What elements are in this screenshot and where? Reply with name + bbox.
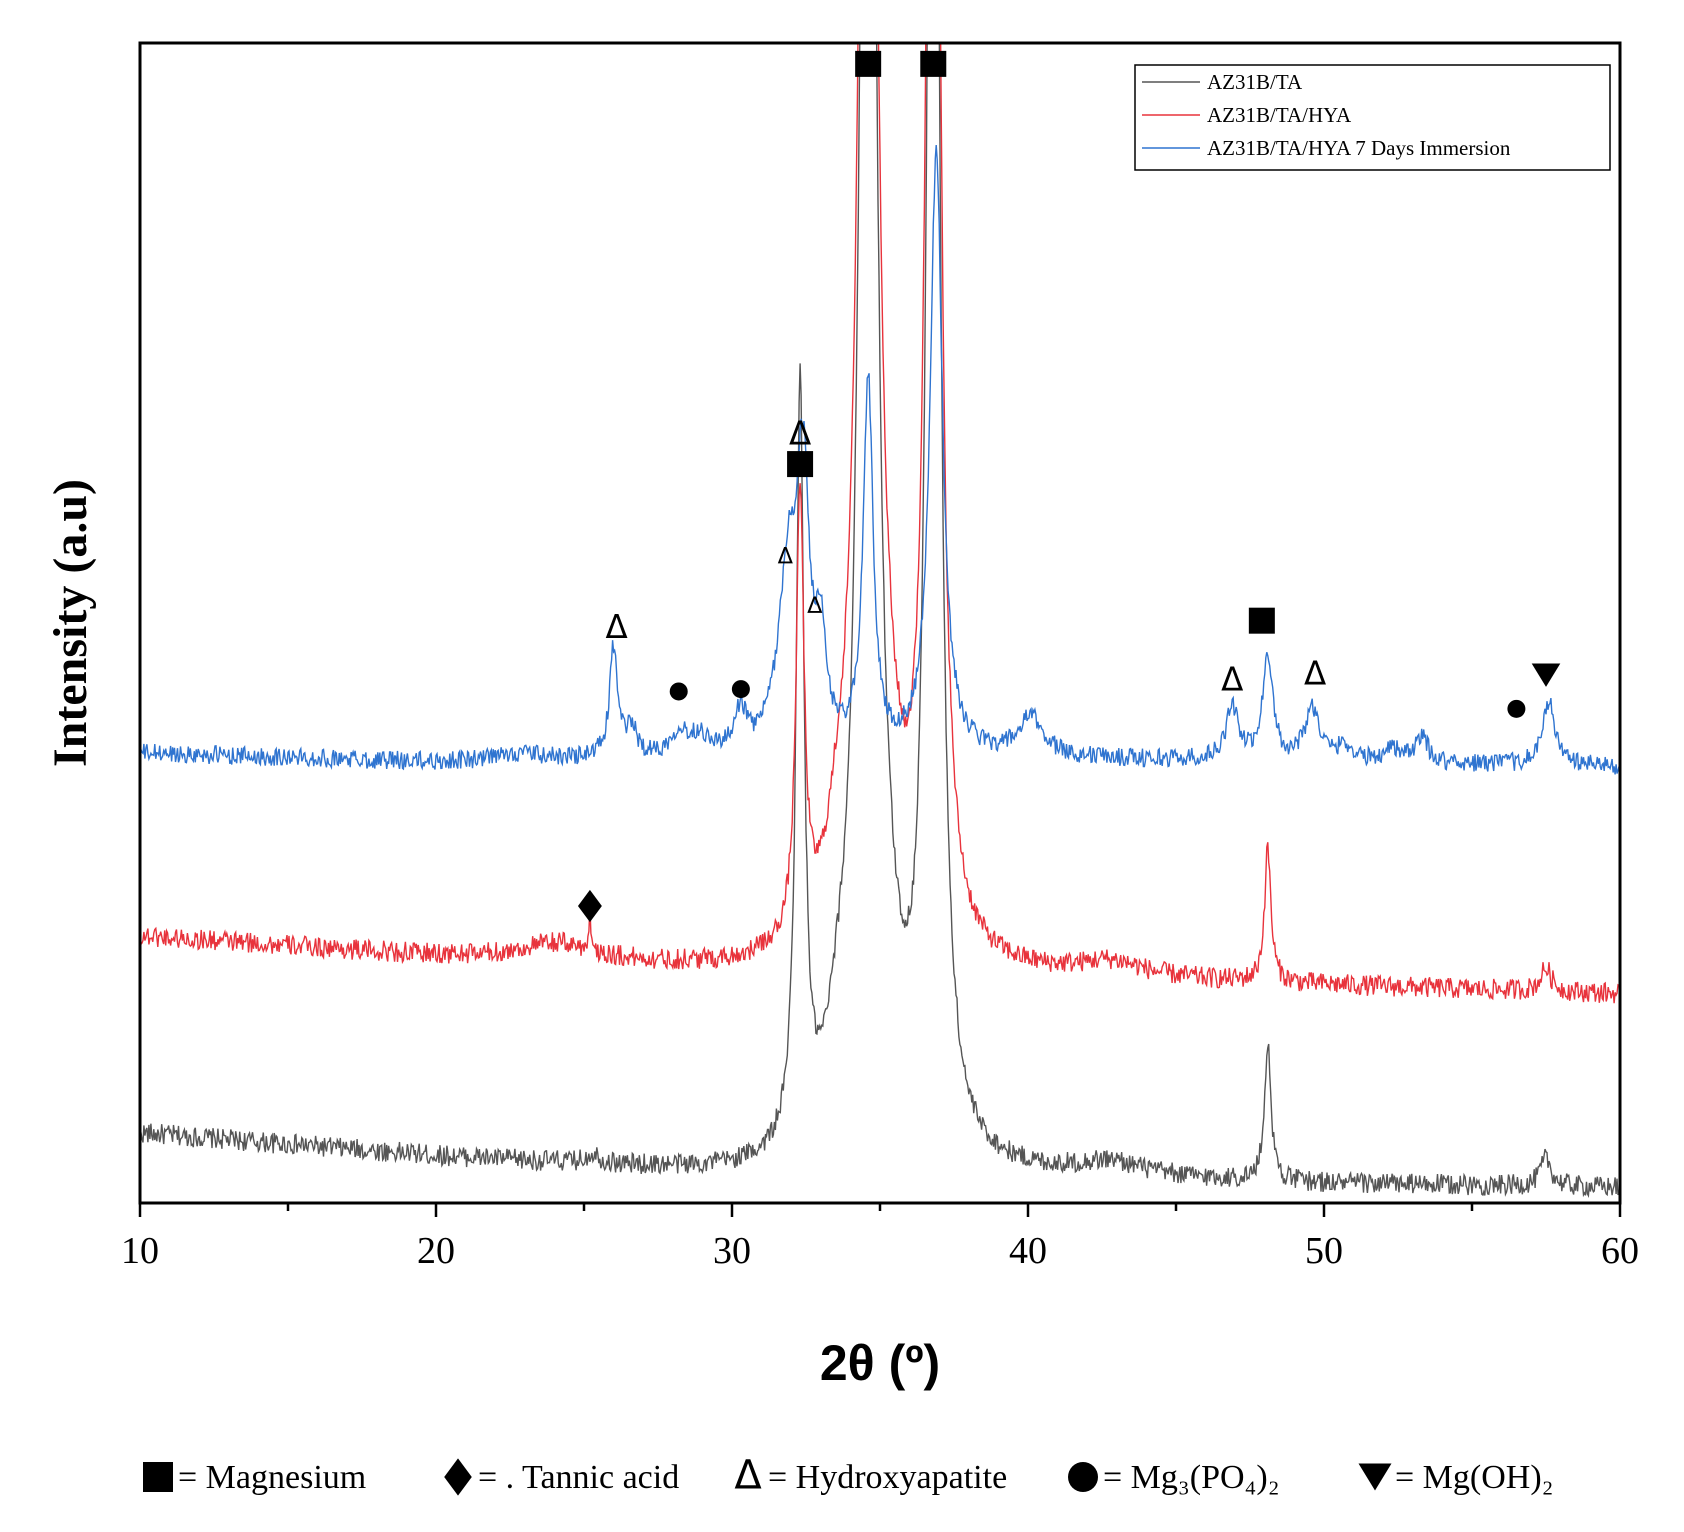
x-tick-label: 60 (1601, 1230, 1639, 1272)
series-layer (140, 43, 1620, 1198)
diamond-marker (444, 1458, 472, 1496)
circle-marker (669, 682, 688, 701)
marker-key-label: = Mg₃(PO₄)₂ (1103, 1459, 1280, 1496)
legend-entry: AZ31B/TA/HYA 7 Days Immersion (1207, 136, 1511, 160)
y-axis-title: Intensity (a.u) (44, 479, 97, 767)
square-marker (787, 451, 814, 478)
circle-marker (1507, 699, 1526, 718)
marker-key-label: = . Tannic acid (478, 1459, 679, 1496)
series-line-1 (140, 43, 1620, 1198)
square-marker (920, 50, 947, 77)
triangle-open-marker: Δ (778, 543, 794, 569)
triangle-down-marker (1531, 663, 1561, 687)
triangle-open-marker: Δ (734, 1453, 762, 1499)
circle-marker (731, 680, 750, 699)
triangle-open-marker: Δ (605, 608, 627, 646)
x-axis: 10 20 30 40 50 60 (121, 1203, 1639, 1272)
square-marker (143, 1462, 173, 1492)
series-line-2 (140, 43, 1620, 1004)
triangle-open-marker: Δ (789, 414, 811, 452)
square-marker (1248, 607, 1275, 634)
marker-key-label: = Mg(OH)₂ (1395, 1459, 1554, 1496)
square-marker (855, 50, 882, 77)
marker-key-label: = Magnesium (178, 1459, 366, 1496)
x-axis-title: 2θ (º) (820, 1335, 940, 1391)
marker-key-label: = Hydroxyapatite (768, 1459, 1007, 1496)
triangle-open-marker: Δ (1221, 660, 1243, 698)
legend-entry: AZ31B/TA (1207, 70, 1303, 94)
triangle-open-marker: Δ (807, 593, 823, 619)
x-tick-label: 30 (713, 1230, 751, 1272)
marker-key: = Magnesium = . Tannic acid Δ = Hydroxyapat… (143, 1453, 1554, 1499)
triangle-down-marker (1358, 1463, 1392, 1491)
x-tick-label: 40 (1009, 1230, 1047, 1272)
diamond-marker (577, 889, 602, 923)
series-line-3 (140, 145, 1620, 775)
plot-frame (138, 41, 1622, 1205)
legend-entry: AZ31B/TA/HYA (1207, 103, 1352, 127)
x-tick-label: 20 (417, 1230, 455, 1272)
circle-marker (1068, 1462, 1098, 1492)
x-tick-label: 50 (1305, 1230, 1343, 1272)
legend: AZ31B/TA AZ31B/TA/HYA AZ31B/TA/HYA 7 Days … (1134, 64, 1611, 171)
triangle-open-marker: Δ (1304, 655, 1326, 693)
x-tick-label: 10 (121, 1230, 159, 1272)
legend-box (1134, 64, 1611, 171)
